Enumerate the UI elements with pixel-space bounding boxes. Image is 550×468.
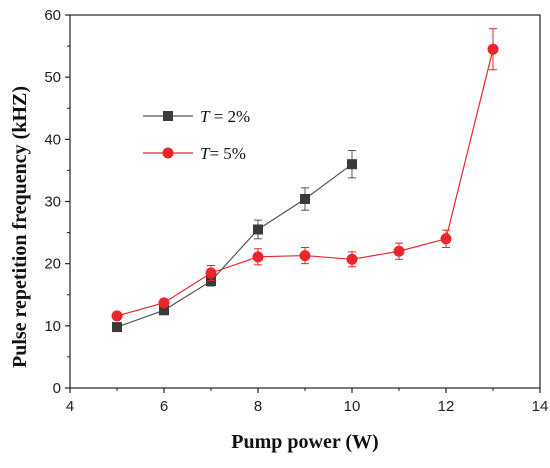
data-point: [205, 267, 217, 279]
legend-label-rest: = 2%: [209, 107, 250, 126]
data-point: [158, 297, 170, 309]
data-point: [300, 194, 310, 205]
data-point: [111, 310, 123, 322]
svg-text:T = 2%: T = 2%: [200, 107, 250, 126]
legend-label-rest: = 5%: [209, 144, 246, 163]
data-point: [487, 43, 499, 55]
legend-label-italic: T: [200, 107, 211, 126]
x-axis-title: Pump power (W): [231, 431, 378, 453]
legend: T = 2% T= 5%: [143, 107, 250, 163]
x-tick-label: 8: [254, 398, 262, 415]
y-tick-label: 50: [44, 69, 61, 86]
data-point: [112, 322, 122, 333]
legend-label-italic: T: [200, 144, 211, 163]
x-tick-label: 12: [438, 398, 455, 415]
x-tick-label: 14: [532, 398, 549, 415]
x-tick-label: 6: [160, 398, 168, 415]
legend-entry-series-2: T= 5%: [143, 144, 246, 163]
y-tick-label: 0: [53, 380, 61, 397]
data-point: [347, 159, 357, 170]
legend-entry-series-1: T = 2%: [143, 107, 250, 126]
series-2: [111, 28, 499, 322]
y-axis-title: Pulse repetition frequency (kHZ): [9, 86, 31, 368]
data-point: [159, 305, 169, 316]
series-1: [112, 150, 357, 333]
data-point: [299, 250, 311, 262]
y-tick-label: 20: [44, 256, 61, 273]
x-tick-label: 10: [344, 398, 361, 415]
series-line: [116, 163, 353, 328]
series-line: [116, 49, 494, 317]
data-point: [206, 276, 216, 287]
y-tick-label: 30: [44, 194, 61, 211]
y-tick-label: 60: [44, 7, 61, 24]
data-point: [346, 253, 358, 265]
data-point: [252, 251, 264, 263]
x-tick-label: 4: [66, 398, 74, 415]
y-tick-label: 40: [44, 131, 61, 148]
data-point: [253, 224, 263, 235]
y-tick-label: 10: [44, 318, 61, 335]
data-point: [440, 233, 452, 245]
svg-text:T= 5%: T= 5%: [200, 144, 246, 163]
plot-area: 4 6 8 10 12 14 0 10 20 30 40 50 60: [44, 7, 548, 415]
data-point: [393, 245, 405, 257]
